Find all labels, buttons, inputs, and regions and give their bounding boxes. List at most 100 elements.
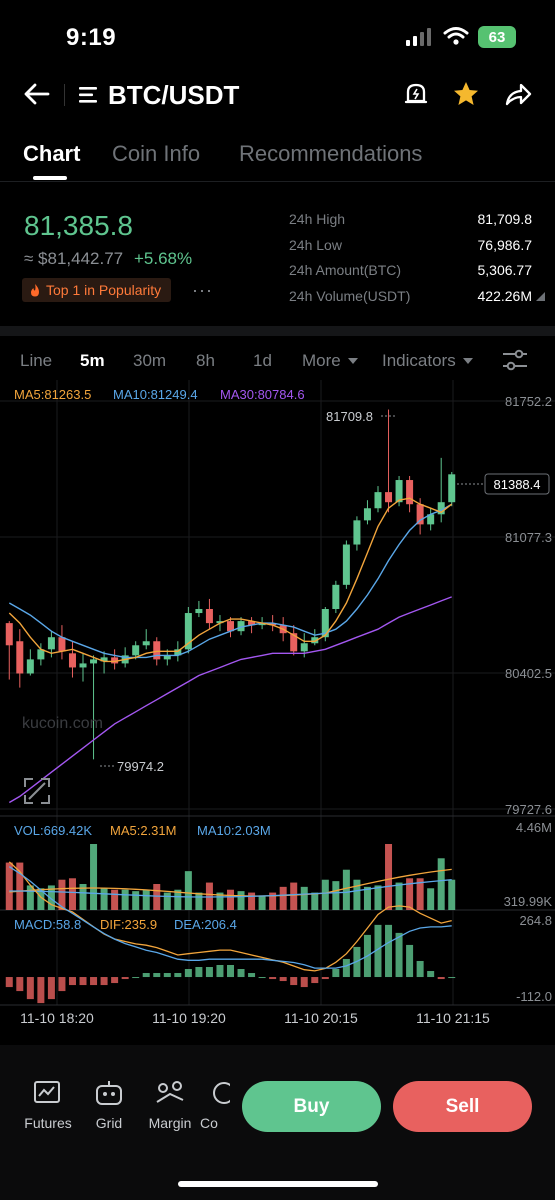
macd-bar <box>437 977 445 980</box>
macd-bar <box>26 977 34 1000</box>
pair-menu-icon[interactable] <box>79 86 99 104</box>
volume-bar <box>163 892 171 910</box>
macd-bar <box>184 969 192 978</box>
favorite-star-icon[interactable] <box>452 80 480 108</box>
timeframe-30m[interactable]: 30m <box>133 351 167 370</box>
timeframe-8h[interactable]: 8h <box>196 351 215 370</box>
fullscreen-icon[interactable] <box>24 778 50 804</box>
macd-bar <box>111 977 119 984</box>
macd-bar <box>374 924 382 978</box>
timeframe-line[interactable]: Line <box>20 351 53 370</box>
macd-tick: 264.8 <box>519 913 552 928</box>
volume-ma10-legend: MA10:2.03M <box>197 823 271 838</box>
macd-tick: -112.0 <box>516 989 552 1004</box>
price-tick: 80402.5 <box>505 666 552 681</box>
share-icon[interactable] <box>504 81 532 107</box>
stat-label-24h-low: 24h Low <box>289 237 342 253</box>
volume-tick: 4.46M <box>516 820 552 835</box>
candle-body <box>437 502 445 515</box>
popularity-badge[interactable]: Top 1 in Popularity <box>22 278 172 302</box>
candle-body <box>258 623 266 626</box>
indicators-dropdown[interactable]: Indicators <box>382 351 474 371</box>
candle-body <box>26 659 34 674</box>
nav-margin[interactable]: Margin <box>140 1080 200 1131</box>
volume-bar <box>47 885 55 910</box>
candle-body <box>37 649 45 660</box>
price-alert-bell-icon[interactable] <box>403 81 429 109</box>
futures-chart-icon <box>34 1081 60 1103</box>
macd-bar <box>216 964 224 978</box>
volume-bar <box>195 892 203 910</box>
more-options-icon[interactable]: ··· <box>192 280 213 300</box>
candle-body <box>248 621 256 626</box>
macd-dea-line <box>8 866 452 969</box>
tab-recommendations[interactable]: Recommendations <box>239 141 423 166</box>
volume-bar <box>227 889 234 910</box>
more-timeframes-dropdown[interactable]: More <box>302 351 359 371</box>
chart-settings-sliders-icon[interactable] <box>502 348 528 372</box>
candle-body <box>227 621 234 632</box>
macd-legend: MACD:58.8 <box>14 917 81 932</box>
candle-body <box>100 657 108 662</box>
candle-body <box>163 655 171 660</box>
last-price-tag <box>484 473 550 495</box>
low-marker-label: 79974.2 <box>117 759 164 774</box>
macd-bar <box>248 973 256 978</box>
candle-body <box>184 613 192 650</box>
volume-bar <box>395 882 403 910</box>
volume-bar <box>26 885 34 910</box>
stat-label-24h-amount: 24h Amount(BTC) <box>289 262 402 278</box>
candle-body <box>16 641 24 674</box>
volume-bar <box>90 844 98 910</box>
volume-bar <box>100 888 108 910</box>
nav-copy-trading[interactable]: Co <box>200 1080 230 1131</box>
cellular-signal-icon <box>406 28 431 46</box>
volume-bar <box>79 884 87 910</box>
macd-bar <box>90 977 98 986</box>
candle-body <box>385 492 393 503</box>
buy-button[interactable]: Buy <box>242 1081 381 1132</box>
candle-body <box>237 621 245 632</box>
header-divider <box>64 84 65 106</box>
macd-bar <box>416 960 424 978</box>
volume-bar <box>68 878 76 910</box>
tab-chart[interactable]: Chart <box>23 141 81 166</box>
back-arrow-icon[interactable] <box>22 82 50 106</box>
macd-dea-legend: DEA:206.4 <box>174 917 237 932</box>
candle-body <box>111 657 119 664</box>
macd-bar <box>195 967 203 978</box>
nav-grid[interactable]: Grid <box>79 1080 139 1131</box>
moving-average-lines <box>8 497 453 804</box>
macd-bar <box>121 977 129 980</box>
macd-bar <box>448 977 456 979</box>
stat-label-24h-high: 24h High <box>289 211 346 227</box>
price-tick: 79727.6 <box>505 802 552 817</box>
tab-coin-info[interactable]: Coin Info <box>112 141 201 166</box>
timeframe-1d[interactable]: 1d <box>253 351 272 370</box>
volume-bar <box>111 889 119 910</box>
volume-bar <box>258 895 266 910</box>
candle-body <box>374 492 382 509</box>
x-tick: 11-10 21:15 <box>416 1010 490 1026</box>
candle-body <box>353 520 361 545</box>
more-timeframes-label: More <box>302 351 341 370</box>
macd-bar <box>269 977 277 980</box>
macd-bar <box>79 977 87 986</box>
volume-bar <box>427 888 435 910</box>
battery-icon: 63 <box>478 26 516 48</box>
macd-bar <box>321 977 329 980</box>
nav-futures[interactable]: Futures <box>18 1080 78 1131</box>
stat-label-24h-volume: 24h Volume(USDT) <box>289 288 411 304</box>
volume-ma5-legend: MA5:2.31M <box>110 823 176 838</box>
timeframe-5m[interactable]: 5m <box>80 351 105 370</box>
candlestick-chart[interactable]: MA5:81263.5 MA10:81249.4 MA30:80784.6 81… <box>0 380 555 1035</box>
volume-bar <box>406 878 414 910</box>
high-marker-label: 81709.8 <box>326 409 373 424</box>
copy-trading-icon <box>213 1082 230 1104</box>
macd-bar <box>163 973 171 978</box>
x-tick: 11-10 19:20 <box>152 1010 226 1026</box>
sell-button[interactable]: Sell <box>393 1081 532 1132</box>
macd-bar <box>47 977 55 1000</box>
volume-bar <box>237 891 245 910</box>
pair-title[interactable]: BTC/USDT <box>108 80 240 110</box>
